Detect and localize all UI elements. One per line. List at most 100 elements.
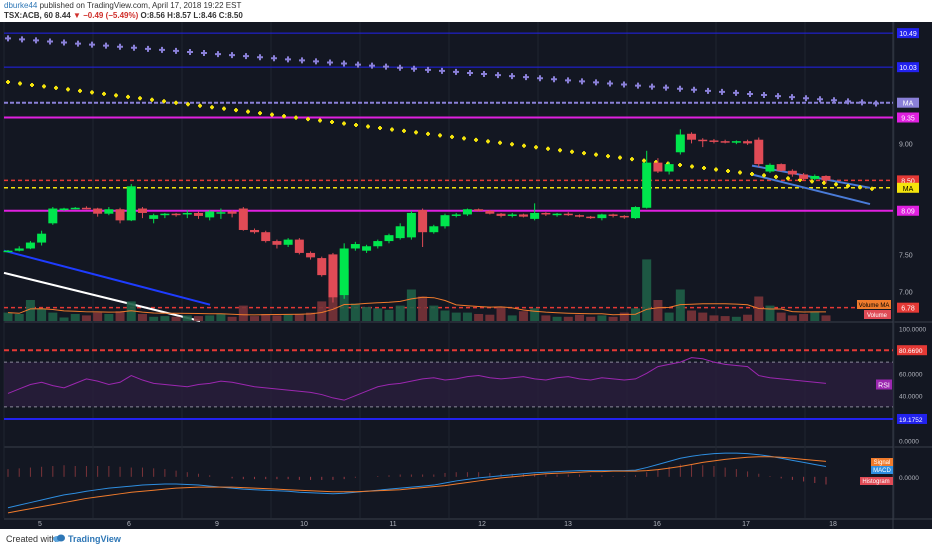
candle-body [541,212,551,215]
level-label-bg [897,97,919,108]
candle-body [608,214,618,216]
ma-fast-marker [858,185,862,190]
ma-fast-marker [306,117,310,122]
candle-body [328,254,338,298]
chart-header: dburke44 published on TradingView.com, A… [0,0,932,22]
down-arrow-icon: ▼ [72,11,81,20]
x-tick-label: 16 [653,521,661,528]
candle-body [126,186,136,221]
volume-bar [541,315,551,321]
volume-bar [698,312,708,321]
volume-bar [59,317,69,321]
ma-fast-marker [822,180,826,185]
ma-slow-marker [565,77,571,84]
volume-bar [776,312,786,321]
ma-fast-marker [342,121,346,126]
candle-body [238,208,248,230]
level-label-bg [897,112,919,123]
ma-fast-marker [186,102,190,107]
ma-fast-marker [18,81,22,86]
candle-body [743,141,753,144]
candle-body [193,212,203,216]
ma-fast-marker [282,114,286,119]
ma-fast-marker [570,149,574,154]
candle-body [317,258,327,276]
volume-bar [250,316,260,321]
volume-bar [451,312,461,321]
ma-fast-marker [762,173,766,178]
ma-slow-marker [621,81,627,88]
level-label-bg [897,28,919,39]
histogram-legend: Histogram [862,479,889,485]
ma-slow-marker [47,38,53,45]
macd-legend-bg [871,466,893,474]
macd-legend: MACD [873,468,891,474]
volume-bar [104,314,114,321]
x-tick-label: 10 [300,521,308,528]
chart-canvas[interactable]: 10.4910.03MA9.358.50MA8.096.789.007.507.… [0,22,932,529]
candle-body [137,208,147,213]
ma-fast-marker [414,130,418,135]
volume-bar [653,300,663,321]
ma-fast-marker [378,125,382,130]
candle-body [250,229,260,233]
candle-body [619,215,629,218]
author-link[interactable]: dburke44 [4,1,38,10]
ma-fast-marker [366,124,370,129]
ma-fast-marker [162,99,166,104]
volume-bar [193,316,203,321]
ma-slow-marker [761,92,767,99]
symbol-line: TSX:ACB, 60 8.44 ▼ −0.49 (−5.49%) O:8.56… [4,11,243,20]
ma-fast-marker [54,85,58,90]
x-tick-label: 13 [564,521,572,528]
ma-slow-marker [789,94,795,101]
last-price: 8.44 [55,11,71,20]
volume-bar [687,310,697,321]
candle-body [3,250,13,253]
ma-slow-marker [89,41,95,48]
volume-ma-label: Volume MA [859,303,890,309]
level-label-bg [897,182,919,193]
volume-bar [518,311,528,321]
ma-slow-marker [145,45,151,52]
volume-bar [530,308,540,321]
ma-fast-marker [846,183,850,188]
ma-fast-marker [834,182,838,187]
ma-slow-marker [775,93,781,100]
x-tick-label: 6 [127,521,131,528]
volume-bar [440,310,450,321]
price-tick-label: 9.00 [899,141,913,148]
tradingview-brand[interactable]: TradingView [68,534,121,544]
x-tick-label: 17 [742,521,750,528]
ma-fast-marker [198,103,202,108]
ma-fast-marker [678,163,682,168]
volume-bar [384,309,394,321]
price-tick-label: 7.00 [899,289,913,296]
symbol-label: TSX:ACB, 60 [4,11,53,20]
candle-body [227,211,237,214]
candle-body [272,241,282,245]
created-with-label: Created with [6,534,57,544]
rsi-level-bg [897,345,927,356]
level-label-bg [897,62,919,73]
volume-bar [205,315,215,321]
candle-body [205,211,215,218]
candle-body [586,216,596,219]
volume-bar [93,312,103,321]
candle-body [160,213,170,216]
volume-bar [272,315,282,321]
ma-fast-marker [870,186,874,191]
rsi-tick-label: 0.0000 [899,438,919,445]
ma-slow-marker [677,85,683,92]
ma-slow-marker [19,36,25,43]
candle-body [451,214,461,216]
volume-bar [395,305,405,321]
ma-slow-marker [551,76,557,83]
macd-tick-label: 0.0000 [899,475,919,482]
macd-line [7,452,827,509]
candle-body [574,215,584,217]
candle-body [653,162,663,172]
volume-bar [227,316,237,321]
ma-slow-marker [663,84,669,91]
x-tick-label: 5 [38,521,42,528]
